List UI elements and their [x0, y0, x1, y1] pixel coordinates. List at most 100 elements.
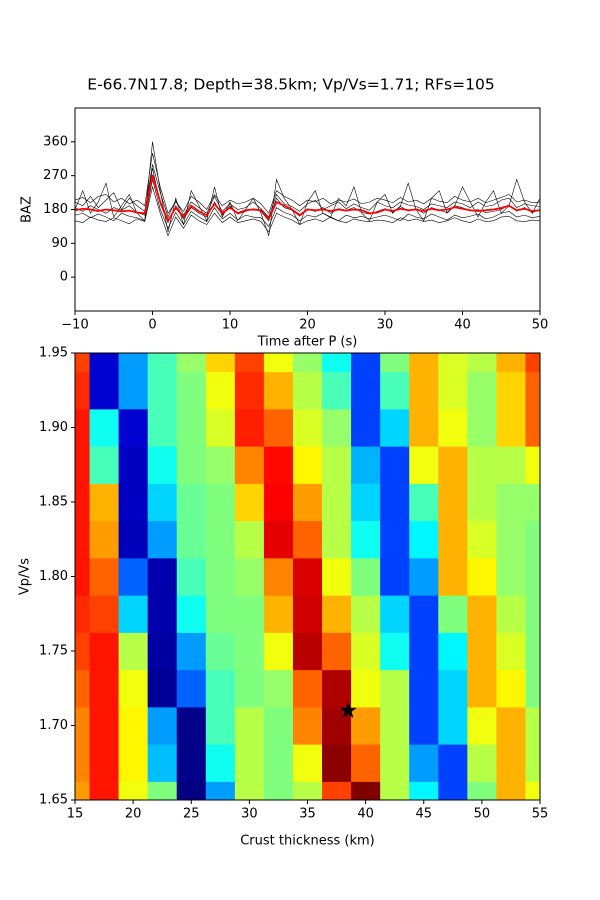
heat-cell — [351, 371, 381, 410]
heat-cell — [234, 371, 265, 410]
heat-cell — [263, 781, 294, 800]
heat-cell — [205, 446, 236, 484]
heat-cell — [205, 706, 236, 745]
heat-cell — [496, 483, 526, 522]
heat-cell — [525, 669, 540, 708]
heat-cell — [234, 706, 265, 745]
heat-cell — [176, 706, 207, 745]
heat-cell — [409, 371, 439, 410]
heat-cell — [380, 371, 410, 410]
heat-cell — [438, 744, 468, 782]
heat-cell — [75, 371, 91, 410]
heat-cell — [467, 744, 497, 782]
heat-cell — [205, 744, 236, 782]
heat-cell — [75, 781, 91, 800]
heat-cell — [89, 557, 120, 596]
heat-cell — [322, 557, 352, 596]
heat-cell — [89, 483, 120, 522]
heat-cell — [496, 353, 526, 373]
heat-cell — [409, 520, 439, 559]
x-axis-label: Crust thickness (km) — [240, 834, 375, 849]
heat-cell — [292, 371, 323, 410]
heat-cell — [525, 408, 540, 447]
heat-cell — [205, 353, 236, 373]
heat-cell — [438, 632, 468, 671]
x-tick-label: 20 — [125, 807, 142, 822]
plot-area — [75, 353, 540, 800]
heat-cell — [292, 632, 323, 671]
x-tick-label: 35 — [299, 807, 316, 822]
heat-cell — [409, 408, 439, 447]
heat-cell — [525, 744, 540, 782]
heat-cell — [176, 595, 207, 633]
heat-cell — [351, 632, 381, 671]
heat-cell — [467, 483, 497, 522]
y-tick-label: 1.95 — [39, 346, 68, 361]
heat-cell — [380, 353, 410, 373]
heat-cell — [351, 353, 381, 373]
heat-cell — [205, 595, 236, 633]
heat-cell — [176, 669, 207, 708]
heat-cell — [292, 520, 323, 559]
heat-cell — [351, 483, 381, 522]
heat-cell — [263, 408, 294, 447]
heat-cell — [292, 744, 323, 782]
heat-cell — [322, 632, 352, 671]
heat-cell — [380, 483, 410, 522]
trace — [75, 174, 540, 223]
heat-cell — [205, 520, 236, 559]
heat-cell — [205, 483, 236, 522]
heat-cell — [467, 632, 497, 671]
heat-cell — [89, 744, 120, 782]
heat-cell — [118, 706, 149, 745]
heat-cell — [409, 446, 439, 484]
heat-cell — [292, 781, 323, 800]
heat-cell — [467, 706, 497, 745]
heat-cell — [322, 595, 352, 633]
y-tick-label: 90 — [51, 236, 68, 251]
heat-cell — [176, 353, 207, 373]
heat-cell — [263, 446, 294, 484]
heat-cell — [263, 483, 294, 522]
heat-cell — [467, 595, 497, 633]
heat-cell — [147, 632, 178, 671]
heat-cell — [322, 353, 352, 373]
trace — [75, 168, 540, 224]
heat-cell — [496, 669, 526, 708]
heat-cell — [322, 408, 352, 447]
heat-cell — [438, 408, 468, 447]
heat-cell — [292, 706, 323, 745]
heat-cell — [234, 632, 265, 671]
heat-cell — [147, 353, 178, 373]
x-tick-label: 30 — [377, 318, 394, 333]
heat-cell — [205, 632, 236, 671]
heat-cell — [75, 520, 91, 559]
heat-cell — [380, 744, 410, 782]
heat-cell — [147, 744, 178, 782]
heat-cell — [496, 408, 526, 447]
y-tick-label: 1.70 — [39, 718, 68, 733]
heat-cell — [75, 744, 91, 782]
y-axis-label: BAZ — [20, 196, 35, 223]
heat-cell — [118, 408, 149, 447]
heat-cell — [234, 520, 265, 559]
heat-cell — [147, 371, 178, 410]
heat-cell — [496, 706, 526, 745]
heat-cell — [89, 408, 120, 447]
heat-cell — [234, 781, 265, 800]
heat-cell — [380, 669, 410, 708]
x-tick-label: 15 — [67, 807, 84, 822]
heat-cell — [263, 632, 294, 671]
heat-cell — [176, 781, 207, 800]
x-tick-label: 40 — [357, 807, 374, 822]
heat-cell — [438, 557, 468, 596]
heat-cell — [525, 632, 540, 671]
heat-cell — [292, 483, 323, 522]
x-tick-label: 0 — [148, 318, 156, 333]
heat-cell — [118, 520, 149, 559]
heat-cell — [89, 353, 120, 373]
heat-cell — [351, 520, 381, 559]
heat-cell — [176, 520, 207, 559]
heat-cell — [496, 371, 526, 410]
heat-cell — [263, 520, 294, 559]
